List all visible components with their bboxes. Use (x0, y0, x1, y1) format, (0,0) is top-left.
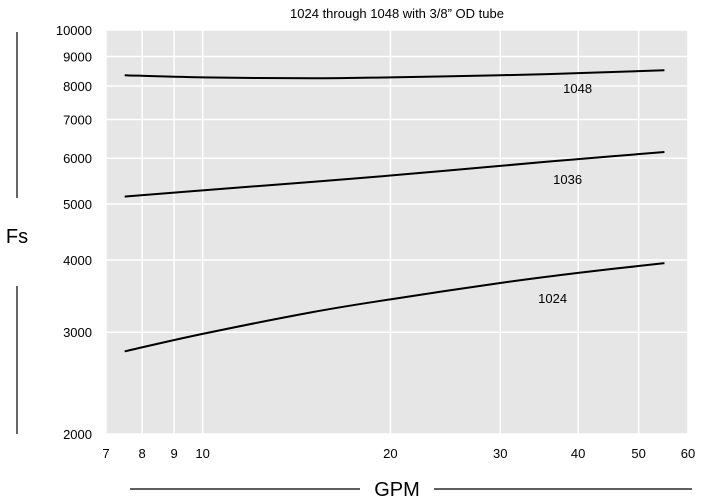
x-tick-labels: 7 8 9 10 20 30 40 50 60 (102, 446, 695, 461)
x-tick-label: 30 (493, 446, 507, 461)
series-line-1024 (124, 262, 665, 353)
y-tick-label: 2000 (63, 427, 92, 442)
series-label-1048: 1048 (563, 81, 592, 96)
series-label-1024: 1024 (538, 291, 567, 306)
series-lines (124, 69, 665, 353)
series-labels: 1048 1036 1024 (538, 81, 592, 306)
x-tick-label: 8 (139, 446, 146, 461)
y-tick-label: 9000 (63, 49, 92, 64)
y-axis-label: Fs (6, 226, 28, 248)
x-tick-label: 50 (631, 446, 645, 461)
y-tick-label: 5000 (63, 197, 92, 212)
plot-background (106, 30, 688, 434)
y-tick-label: 3000 (63, 325, 92, 340)
x-tick-label: 7 (102, 446, 109, 461)
y-tick-labels: 2000 3000 4000 5000 6000 7000 8000 9000 10000 (56, 23, 92, 442)
x-tick-label: 10 (195, 446, 209, 461)
chart-title: 1024 through 1048 with 3/8” OD tube (290, 6, 504, 21)
series-line-1048 (124, 69, 665, 80)
series-line-1036 (124, 151, 665, 198)
x-tick-label: 60 (681, 446, 695, 461)
series-label-1036: 1036 (553, 172, 582, 187)
y-tick-label: 7000 (63, 113, 92, 128)
x-tick-label: 40 (571, 446, 585, 461)
x-axis-label: GPM (374, 479, 420, 501)
y-tick-label: 8000 (63, 79, 92, 94)
x-tick-label: 9 (170, 446, 177, 461)
y-tick-label: 6000 (63, 151, 92, 166)
x-tick-label: 20 (383, 446, 397, 461)
y-tick-label: 4000 (63, 253, 92, 268)
y-tick-label: 10000 (56, 23, 92, 38)
